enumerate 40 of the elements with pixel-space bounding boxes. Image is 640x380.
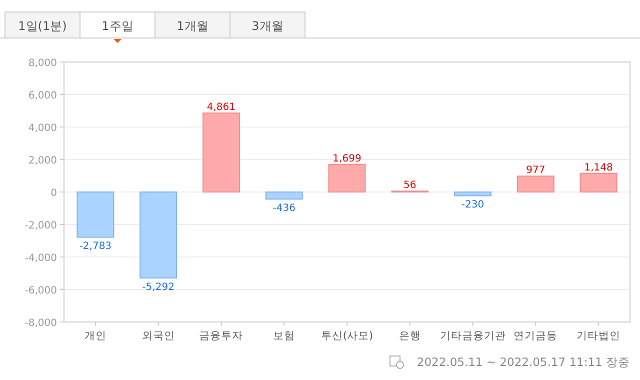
y-tick-label: -4,000 (24, 253, 57, 264)
text: 1일(1분) (18, 19, 67, 33)
bar (454, 192, 492, 196)
bar (140, 192, 178, 278)
data-label: 1,699 (332, 153, 362, 164)
data-label: -436 (272, 203, 296, 214)
y-tick-label: -2,000 (24, 220, 57, 232)
x-tick-label: 보험 (273, 330, 296, 342)
data-label: 56 (404, 180, 416, 192)
y-tick-label: 0 (50, 188, 57, 199)
data-label: 977 (526, 165, 546, 176)
bar (580, 172, 618, 192)
x-tick-label: 은행 (398, 330, 421, 342)
y-tick-label: 6,000 (28, 90, 57, 102)
x-tick-label: 투신(사모) (320, 330, 374, 342)
bar (76, 192, 114, 238)
bar (202, 112, 240, 192)
data-label: -5,292 (142, 282, 174, 293)
x-tick-label: 외국인 (142, 330, 175, 342)
data-label: -230 (461, 200, 484, 211)
y-tick-label: 2,000 (28, 156, 57, 166)
text: 1개월 (176, 19, 208, 33)
x-tick-label: 기타금융기관 (440, 330, 506, 342)
text: 1주일 (102, 19, 134, 33)
bar (265, 192, 303, 200)
x-tick-label: 금융투자 (199, 330, 244, 342)
data-label: 4,861 (206, 102, 236, 114)
data-label: 1,148 (584, 162, 613, 174)
y-tick-label: -8,000 (24, 318, 57, 329)
y-tick-label: -6,000 (24, 286, 57, 296)
bar (516, 176, 554, 192)
x-tick-label: 개인 (84, 330, 106, 342)
text: 2022.05.11 ~ 2022.05.17 11:11 장중 (416, 355, 630, 369)
text: 3개월 (252, 19, 284, 33)
y-tick-label: 4,000 (28, 123, 57, 134)
bar (328, 164, 366, 192)
x-tick-label: 기타법인 (576, 330, 621, 342)
x-tick-label: 연기금등 (514, 330, 558, 342)
y-tick-label: 8,000 (28, 58, 57, 69)
data-label: -2,783 (79, 241, 112, 252)
